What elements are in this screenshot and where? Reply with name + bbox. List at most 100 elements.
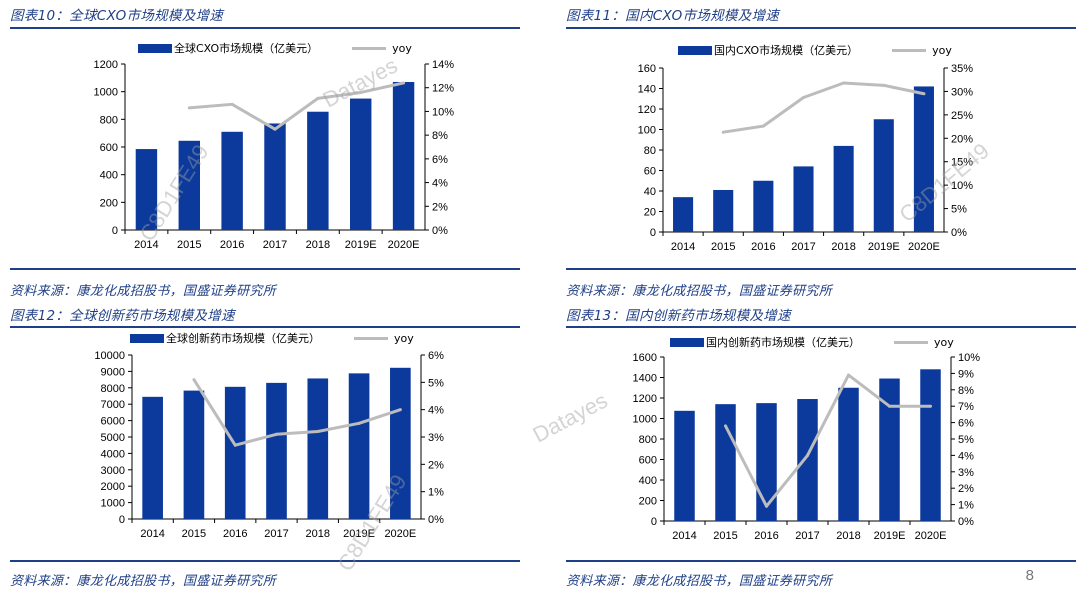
bar: [920, 369, 941, 521]
x-tick-label: 2019E: [874, 530, 906, 542]
yoy-point: [359, 90, 363, 94]
bar: [793, 166, 814, 232]
y-tick-label-left: 1200: [94, 59, 118, 71]
line-legend-label: yoy: [934, 335, 954, 349]
x-tick-label: 2018: [306, 528, 330, 540]
chart-title: 图表10：全球CXO市场规模及增速: [10, 8, 224, 24]
yoy-point: [929, 404, 932, 408]
y-tick-label-left: 200: [639, 496, 657, 508]
x-tick-label: 2016: [220, 239, 244, 251]
yoy-point: [233, 443, 237, 447]
y-tick-label-right: 10%: [432, 106, 454, 118]
chart-source: 资料来源：康龙化成招股书，国盛证券研究所: [10, 284, 277, 299]
x-tick-label: 2016: [754, 530, 778, 542]
x-tick-label: 2018: [831, 241, 855, 253]
bar: [135, 149, 158, 230]
y-tick-label-left: 0: [112, 225, 118, 237]
y-tick-label-right: 1%: [428, 487, 444, 499]
y-tick-label-left: 1000: [101, 498, 125, 510]
y-tick-label-right: 5%: [958, 434, 974, 446]
y-tick-label-right: 0%: [951, 227, 967, 239]
chart-panel-4: 图表13：国内创新药市场规模及增速 国内创新药市场规模（亿美元） yoy 0 20…: [566, 304, 1076, 594]
y-tick-label-right: 0%: [958, 516, 974, 528]
y-tick-label-right: 9%: [958, 368, 974, 380]
x-tick-label: 2018: [836, 530, 860, 542]
chart-panel-3: 图表12：全球创新药市场规模及增速 全球创新药市场规模（亿美元） yoy 0 10…: [10, 304, 520, 594]
y-tick-label-right: 4%: [958, 450, 974, 462]
x-tick-label: 2017: [263, 239, 287, 251]
bar: [838, 387, 859, 521]
bar-legend-label: 国内CXO市场规模（亿美元）: [714, 44, 859, 57]
bar: [756, 403, 777, 521]
chart-plot: 0 1000 2000 3000 4000 5000 6000 7000 8000 9000 100…: [94, 350, 444, 540]
line-legend-label: yoy: [394, 331, 414, 345]
line-legend-swatch: [352, 46, 387, 50]
y-tick-label-right: 8%: [432, 130, 448, 142]
bar-legend-swatch: [138, 43, 172, 53]
y-tick-label-left: 800: [100, 114, 118, 126]
bar: [673, 197, 694, 232]
bar: [183, 390, 205, 519]
y-tick-label-left: 3000: [101, 465, 125, 477]
y-tick-label-right: 3%: [428, 432, 444, 444]
y-tick-label-right: 10%: [951, 180, 973, 192]
chart-title: 图表13：国内创新药市场规模及增速: [566, 308, 791, 324]
bar-legend-swatch: [678, 45, 712, 55]
chart-title: 图表11：国内CXO市场规模及增速: [566, 8, 780, 24]
bar-legend-label: 国内创新药市场规模（亿美元）: [706, 336, 860, 349]
yoy-point: [357, 421, 361, 425]
yoy-point: [187, 106, 191, 110]
x-tick-label: 2020E: [915, 530, 947, 542]
y-tick-label-left: 1000: [633, 414, 657, 426]
yoy-point: [888, 404, 891, 408]
y-tick-label-left: 6000: [101, 416, 125, 428]
yoy-point: [922, 92, 926, 96]
y-tick-label-left: 5000: [101, 432, 125, 444]
y-tick-label-right: 1%: [958, 500, 974, 512]
title-rule: [10, 27, 520, 29]
yoy-point: [847, 373, 850, 377]
yoy-line: [192, 378, 401, 447]
y-tick-label-right: 2%: [958, 483, 974, 495]
y-tick-label-left: 1600: [633, 352, 657, 364]
y-tick-label-right: 2%: [428, 459, 444, 471]
bar: [715, 404, 736, 521]
bar: [753, 180, 774, 232]
chart-title: 图表12：全球创新药市场规模及增速: [10, 308, 235, 324]
y-tick-label-left: 400: [100, 170, 118, 182]
x-tick-label: 2017: [264, 528, 288, 540]
yoy-point: [802, 96, 805, 100]
y-tick-label-right: 3%: [958, 467, 974, 479]
yoy-point: [192, 378, 196, 382]
x-tick-label: 2019E: [345, 239, 377, 251]
bar-legend-label: 全球创新药市场规模（亿美元）: [166, 332, 320, 345]
y-tick-label-left: 120: [638, 104, 656, 116]
bar: [913, 86, 934, 232]
bar: [307, 378, 329, 519]
y-tick-label-right: 12%: [432, 83, 454, 95]
y-tick-label-left: 1000: [94, 87, 118, 99]
title-rule: [566, 27, 1076, 29]
chart-panel-2: 图表11：国内CXO市场规模及增速 国内CXO市场规模（亿美元） yoy 0 20…: [566, 4, 1076, 304]
y-tick-label-right: 5%: [428, 377, 444, 389]
yoy-point: [761, 124, 765, 128]
x-tick-label: 2020E: [908, 241, 940, 253]
y-tick-label-left: 20: [644, 207, 656, 219]
y-tick-label-left: 0: [651, 516, 657, 528]
x-tick-label: 2015: [711, 241, 735, 253]
bar-legend-label: 全球CXO市场规模（亿美元）: [174, 42, 319, 55]
y-tick-label-right: 5%: [951, 204, 967, 216]
y-tick-label-left: 600: [100, 142, 118, 154]
y-tick-label-left: 80: [644, 145, 656, 157]
y-tick-label-left: 10000: [94, 350, 125, 362]
bar: [142, 396, 163, 519]
bar: [833, 145, 854, 232]
x-tick-label: 2016: [751, 241, 775, 253]
y-tick-label-left: 160: [638, 63, 656, 75]
y-tick-label-left: 100: [638, 125, 656, 137]
y-tick-label-right: 8%: [958, 385, 974, 397]
bar-legend-swatch: [130, 333, 164, 343]
yoy-line: [189, 81, 404, 131]
y-tick-label-left: 4000: [101, 448, 125, 460]
y-tick-label-right: 2%: [432, 201, 448, 213]
